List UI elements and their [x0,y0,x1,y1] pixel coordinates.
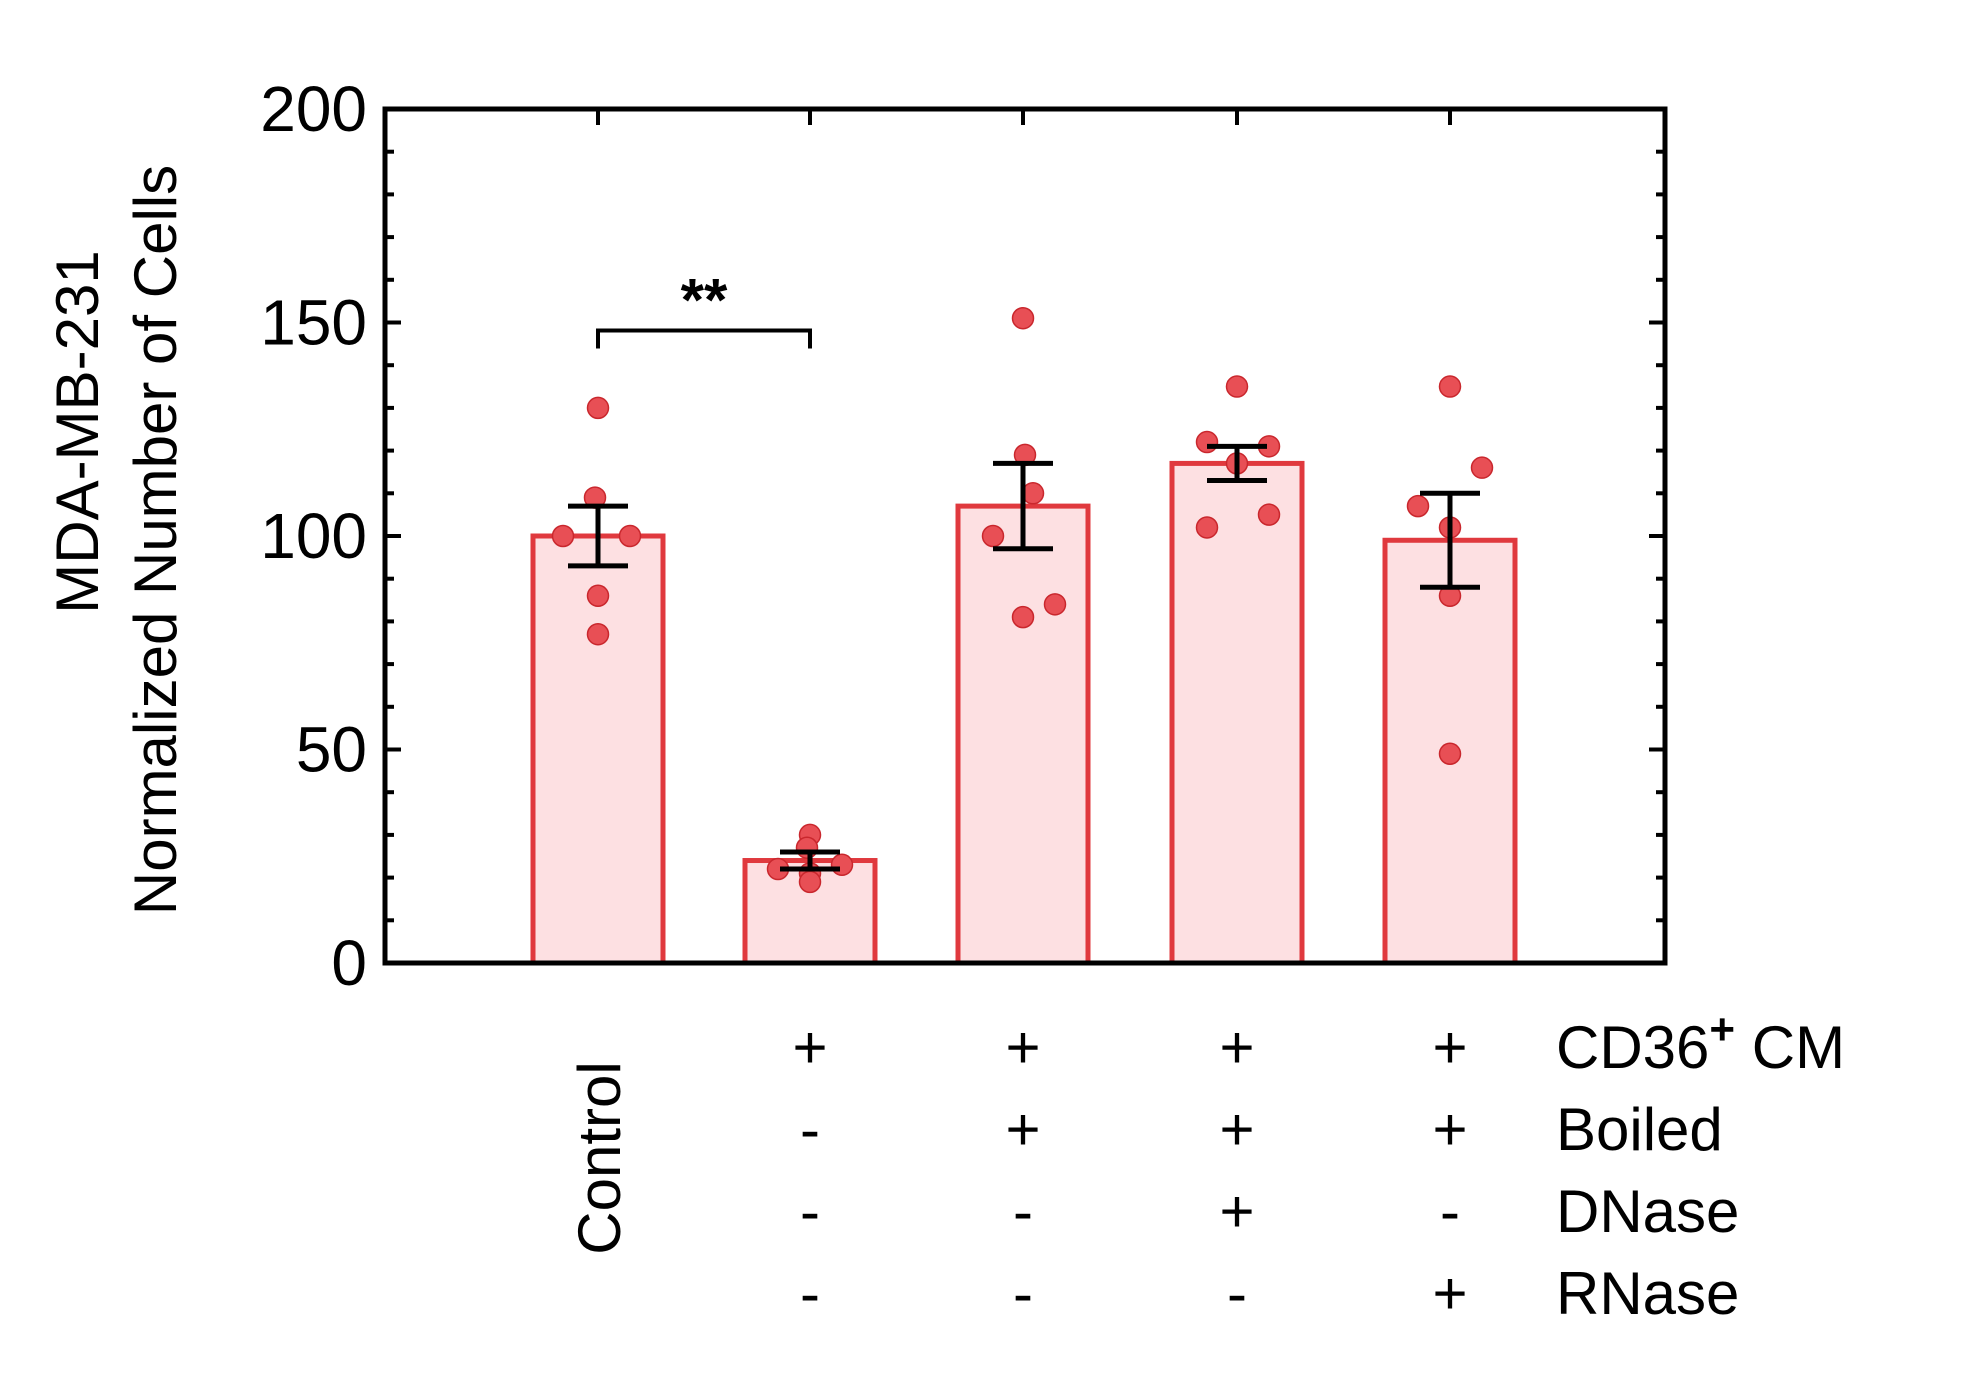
y-tick-label: 0 [331,927,367,999]
data-point [551,524,575,548]
condition-mark: - [1440,1178,1460,1245]
condition-mark: - [1013,1260,1033,1327]
y-tick-label: 200 [260,73,367,145]
condition-mark: + [1005,1014,1040,1081]
y-axis-title-line-1: MDA-MB-231 [44,250,111,613]
data-point [1011,306,1035,330]
y-axis-title: MDA-MB-231 Normalized Number of Cells [44,165,189,915]
error-bar [993,460,1053,552]
condition-label: Boiled [1556,1096,1723,1163]
condition-mark: + [1432,1096,1467,1163]
condition-table: Control + + + + CD36+ CM - + + + Boiled - - + - DNase - -… [566,1005,1845,1327]
data-point [1470,456,1494,479]
data-point [830,853,854,877]
bar [1169,460,1305,966]
data-point [586,584,610,608]
condition-mark: - [1013,1178,1033,1245]
data-point [795,836,819,859]
condition-mark: - [1227,1260,1247,1327]
error-bar [568,503,628,569]
data-point [1225,375,1249,398]
condition-mark: + [792,1014,827,1081]
condition-mark: + [1005,1096,1040,1163]
data-point [1406,494,1430,518]
condition-mark: + [1219,1178,1254,1245]
condition-label: DNase [1556,1178,1739,1245]
y-tick-label: 100 [260,500,367,572]
condition-mark: + [1432,1014,1467,1081]
condition-mark: + [1432,1260,1467,1327]
data-point [981,524,1005,548]
data-point [1257,503,1281,526]
condition-label: RNase [1556,1260,1739,1327]
condition-mark: - [800,1178,820,1245]
data-point [586,396,610,420]
y-axis-title-line-2: Normalized Number of Cells [122,165,189,915]
condition-mark: - [800,1096,820,1163]
significance-layer: ** [596,267,812,349]
data-point [586,622,610,646]
condition-mark: + [1219,1096,1254,1163]
y-tick-label: 150 [260,287,367,359]
axes-layer: 0 50 100 150 200 [260,73,1668,999]
significance-bracket [596,328,812,349]
error-bar [1420,490,1480,590]
data-point [798,870,822,894]
error-bar [780,849,840,872]
condition-mark: - [800,1260,820,1327]
condition-label: CD36+ CM [1556,1005,1845,1081]
significance-label: ** [681,267,728,334]
bar [530,533,666,966]
data-point [1438,375,1462,398]
data-point [1195,430,1219,454]
control-label: Control [566,1061,633,1254]
y-tick-label: 50 [296,714,367,786]
data-point [1195,516,1219,539]
data-point [1438,742,1462,766]
data-point [618,524,642,548]
error-bars-layer [568,443,1480,872]
data-point [1011,605,1035,629]
condition-mark: + [1219,1014,1254,1081]
data-point [1043,593,1067,616]
bar [955,503,1091,966]
error-bar [1207,443,1267,483]
data-point [1021,482,1045,505]
